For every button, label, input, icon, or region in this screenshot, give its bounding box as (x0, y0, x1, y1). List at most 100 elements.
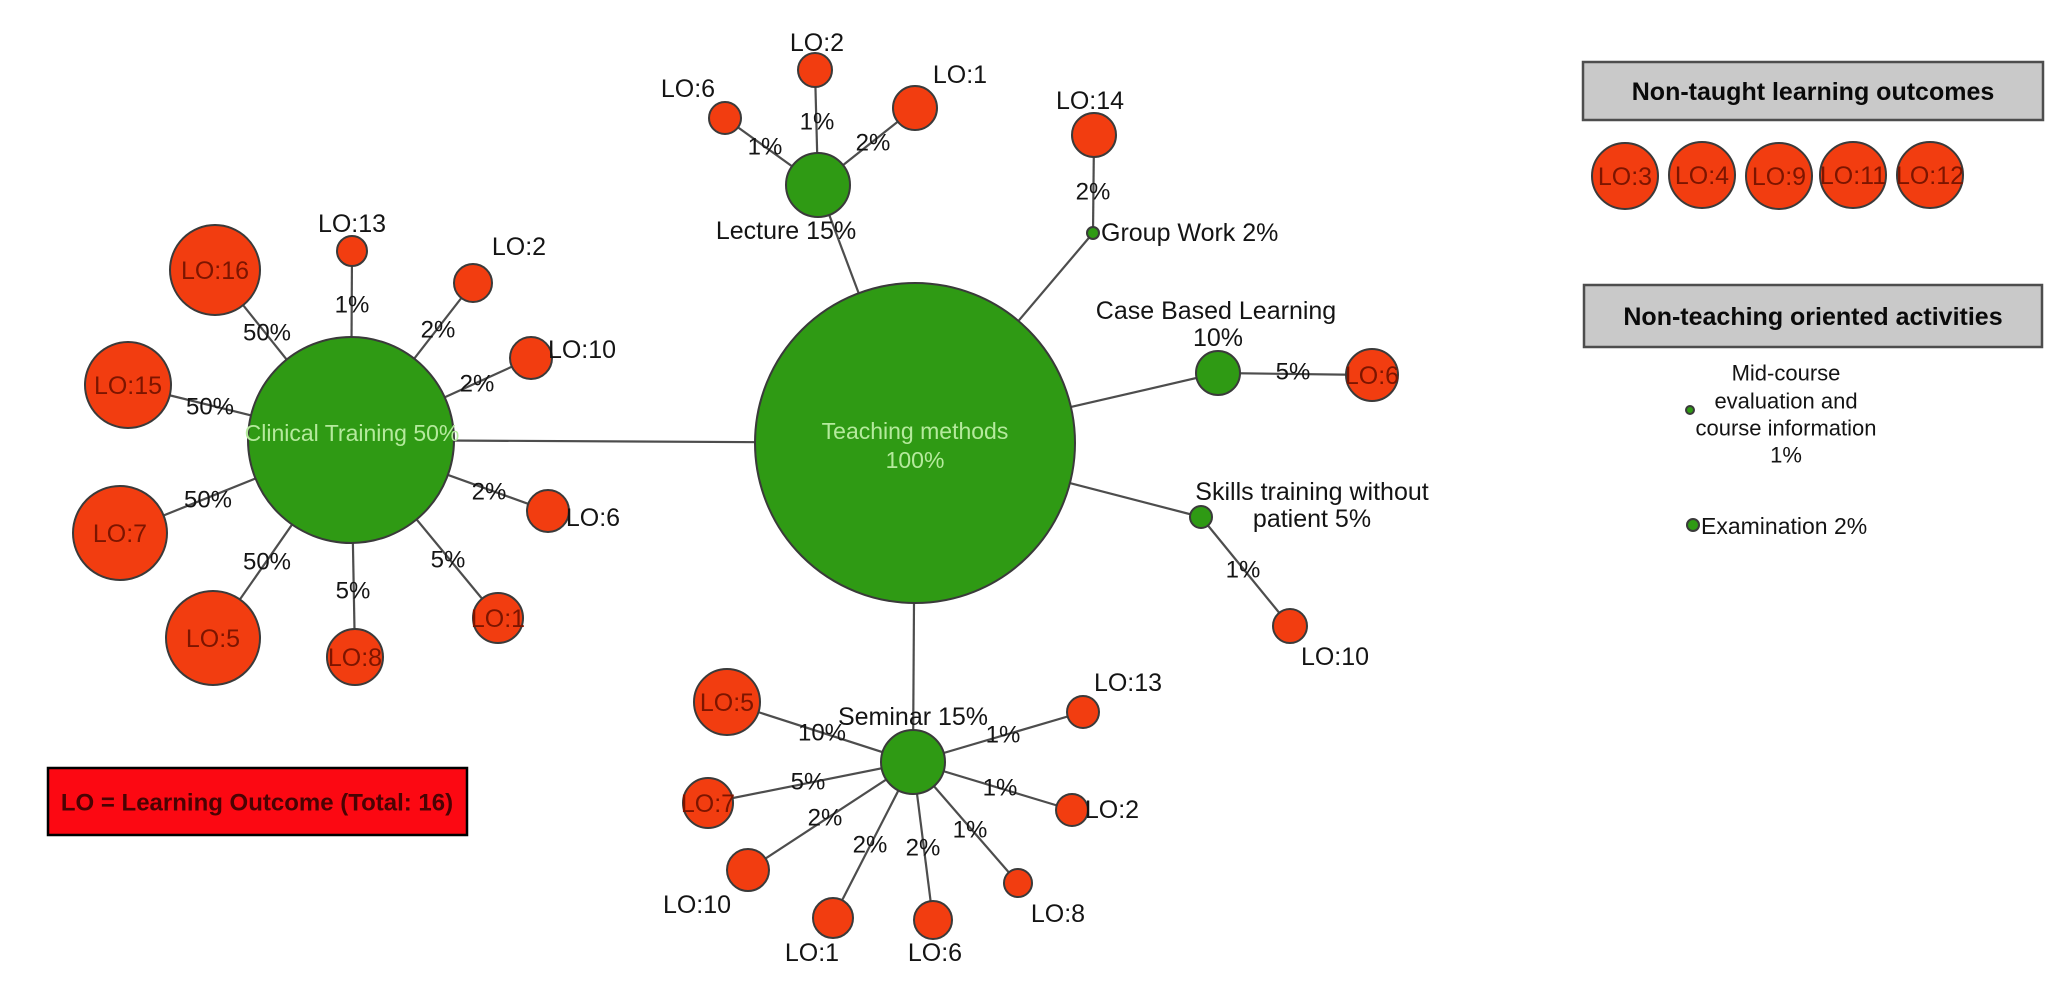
pct-label: 1% (986, 722, 1021, 749)
lo-label: LO:14 (1056, 87, 1124, 115)
pct-label: 1% (1226, 557, 1261, 584)
lo-circle (453, 263, 493, 303)
lo-label: LO:2 (492, 233, 546, 261)
lecture-hub (785, 152, 851, 218)
lo-label: LO:13 (318, 210, 386, 238)
midcourse-line1: Mid-course (1732, 361, 1841, 386)
lo-circle (509, 336, 553, 380)
lo-label-inside: LO:3 (1598, 163, 1652, 191)
lo-circle (682, 777, 734, 829)
skills-label-line1: Skills training without (1195, 478, 1428, 506)
seminar-hub-label: Seminar 15% (838, 703, 988, 731)
pct-label: 1% (800, 109, 835, 136)
lecture-cluster-labels: LO:6 1% LO:2 1% LO:1 2% (661, 29, 987, 161)
non-taught-title: Non-taught learning outcomes (1632, 78, 1995, 106)
lo-circle (472, 592, 524, 644)
lo-circle (1345, 348, 1399, 402)
edge-skills-lo10 (1200, 516, 1291, 627)
lo-label: LO:10 (548, 336, 616, 364)
skills-training-node (1189, 505, 1213, 529)
panel-non-teaching: Non-teaching oriented activities Mid-cou… (1582, 283, 2044, 539)
lo-circle (326, 628, 384, 686)
lo-label: LO:2 (790, 29, 844, 57)
panel-non-taught: Non-taught learning outcomes LO:3 LO:4 L… (1581, 60, 2045, 210)
pct-label: 10% (798, 720, 846, 747)
seminar-hub (880, 729, 946, 795)
lo-label: LO:8 (1031, 900, 1085, 928)
lo-circle (1003, 868, 1033, 898)
teaching-hub-label-line2: 100% (886, 447, 945, 473)
lo-circle (1896, 141, 1964, 209)
lo-label-inside: LO:15 (94, 372, 162, 400)
hub-labels: Teaching methods 100% Clinical Training … (245, 217, 1429, 731)
lo-circle (72, 485, 168, 581)
branch-lo-circles (1071, 112, 1399, 644)
lo-circle (726, 848, 770, 892)
lo-label-inside: LO:1 (471, 605, 525, 633)
pct-label: 5% (1276, 359, 1311, 386)
lo-label-inside: LO:7 (681, 790, 735, 818)
clinical-lo-circles (72, 224, 570, 686)
clinical-hub-label: Clinical Training 50% (245, 420, 460, 446)
midcourse-bullet-dot (1685, 405, 1695, 415)
pct-label: 5% (791, 769, 826, 796)
lo-circle (708, 101, 742, 135)
lo-circle (1055, 793, 1089, 827)
lo-label: LO:6 (661, 75, 715, 103)
teaching-methods-hub (754, 282, 1076, 604)
pct-label: 2% (856, 130, 891, 157)
lo-label: LO:1 (785, 939, 839, 967)
lo-circle (526, 489, 570, 533)
lo-label-inside: LO:6 (1345, 362, 1399, 390)
lo-circle (1272, 608, 1308, 644)
lo-circle (892, 85, 938, 131)
midcourse-line3: course information (1696, 416, 1877, 441)
pct-label: 2% (853, 832, 888, 859)
lo-circle (913, 900, 953, 940)
lo-circle (84, 341, 172, 429)
lo-label-inside: LO:4 (1675, 162, 1729, 190)
branch-labels: LO:14 2% LO:6 5% LO:10 1% (1056, 87, 1399, 671)
lo-label-inside: LO:11 (1820, 162, 1886, 190)
pct-label: 2% (472, 479, 507, 506)
case-based-label-line1: Case Based Learning (1096, 297, 1336, 325)
lo-label-inside: LO:12 (1896, 162, 1964, 190)
clinical-training-hub (247, 336, 455, 544)
hub-circles (247, 152, 1241, 795)
clinical-cluster-labels: LO:16 50% LO:13 1% LO:2 2% LO:10 2% LO:1… (93, 210, 620, 672)
edge-seminar-lo7 (707, 760, 914, 805)
lo-circle (1819, 141, 1887, 209)
lo-label-inside: LO:5 (700, 689, 754, 717)
pct-label: 2% (421, 317, 456, 344)
lo-label: LO:6 (566, 504, 620, 532)
pct-label: 1% (983, 775, 1018, 802)
seminar-lo-circles (682, 668, 1100, 940)
pct-label: 2% (906, 835, 941, 862)
pct-label: 1% (335, 292, 370, 319)
lo-circle (1745, 142, 1813, 210)
lo-label: LO:13 (1094, 669, 1162, 697)
lo-label: LO:2 (1085, 796, 1139, 824)
lo-circle (1066, 695, 1100, 729)
lo-circle (169, 224, 261, 316)
lo-circle (165, 590, 261, 686)
lo-circle (336, 235, 368, 267)
pct-label: 2% (808, 805, 843, 832)
group-work-label: Group Work 2% (1101, 219, 1278, 247)
lo-label: LO:6 (908, 939, 962, 967)
pct-label: 1% (953, 817, 988, 844)
pct-label: 50% (184, 487, 232, 514)
case-based-learning-node (1195, 350, 1241, 396)
lecture-hub-label: Lecture 15% (716, 217, 856, 245)
lo-circle (797, 52, 833, 88)
pct-label: 1% (748, 134, 783, 161)
pct-label: 5% (336, 578, 371, 605)
non-taught-header-box (1581, 60, 2045, 122)
pct-label: 50% (186, 394, 234, 421)
lo-circle (1071, 112, 1117, 158)
examination-label: Examination 2% (1701, 513, 1867, 539)
lo-label-inside: LO:8 (328, 644, 382, 672)
pct-label: 50% (243, 549, 291, 576)
lo-label-inside: LO:7 (93, 520, 147, 548)
